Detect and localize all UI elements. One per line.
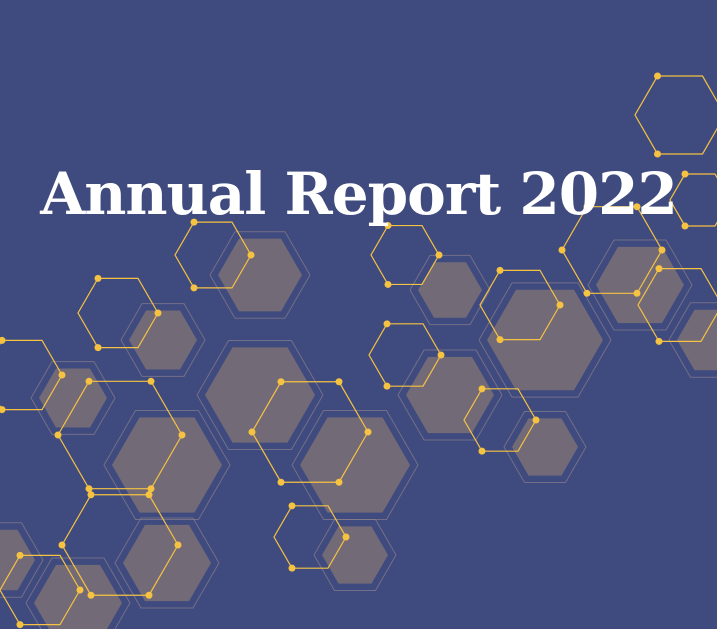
node-dot-icon <box>654 72 661 80</box>
hexagon-outline-icon <box>503 410 587 484</box>
hexagon-outline-icon <box>25 557 131 629</box>
hexagon-outline-icon <box>120 303 206 377</box>
node-dot-icon <box>87 591 95 599</box>
hexagon-line-icon <box>0 339 63 411</box>
hexagon-icon <box>677 309 717 371</box>
node-dot-icon <box>248 428 256 436</box>
hexagon-icon <box>205 347 315 443</box>
hexagon-icon <box>512 418 578 476</box>
node-dot-icon <box>85 485 93 493</box>
node-dot-icon <box>85 377 93 385</box>
hexagon-line-icon <box>368 323 442 387</box>
node-dot-icon <box>247 251 255 259</box>
node-dot-icon <box>288 564 296 572</box>
hexagon-line-icon <box>370 224 440 286</box>
hexagon-icon <box>596 246 684 324</box>
hexagon-line-icon <box>174 221 252 289</box>
node-dot-icon <box>583 289 591 297</box>
node-dot-icon <box>383 382 391 390</box>
node-dot-icon <box>681 222 689 230</box>
hexagon-outline-icon <box>291 409 419 521</box>
node-dot-icon <box>145 591 153 599</box>
node-dot-icon <box>16 551 24 559</box>
hexagon-line-icon <box>669 173 717 227</box>
node-dot-icon <box>658 246 666 254</box>
node-dot-icon <box>174 541 182 549</box>
hexagon-line-icon <box>273 505 347 569</box>
hexagon-outline-icon <box>587 239 693 331</box>
node-dot-icon <box>342 533 350 541</box>
hexagon-line-icon <box>77 277 159 349</box>
node-dot-icon <box>556 301 564 309</box>
hexagon-line-icon <box>634 75 717 155</box>
node-dot-icon <box>335 478 343 486</box>
node-dot-icon <box>178 431 186 439</box>
node-dot-icon <box>147 485 155 493</box>
hexagon-icon <box>487 289 603 391</box>
node-dot-icon <box>655 265 663 273</box>
hexagon-icon <box>406 356 494 434</box>
node-dot-icon <box>496 336 504 344</box>
node-dot-icon <box>383 320 391 328</box>
node-dot-icon <box>54 431 62 439</box>
hexagon-icon <box>34 564 122 629</box>
hexagon-icon <box>418 262 482 318</box>
node-dot-icon <box>633 203 641 211</box>
hexagon-line-icon <box>0 554 81 626</box>
node-dot-icon <box>437 351 445 359</box>
hexagon-outline-icon <box>409 254 491 326</box>
node-dot-icon <box>384 280 392 288</box>
node-dot-icon <box>58 371 66 379</box>
hexagon-outline-icon <box>209 231 311 319</box>
node-dot-icon <box>496 266 504 274</box>
hexagon-outline-icon <box>196 339 324 451</box>
node-dot-icon <box>277 378 285 386</box>
hexagon-outline-icon <box>0 522 44 598</box>
node-dot-icon <box>681 170 689 178</box>
node-dot-icon <box>87 491 95 499</box>
hexagon-line-icon <box>479 269 561 341</box>
node-dot-icon <box>16 621 24 629</box>
node-dot-icon <box>154 309 162 317</box>
hexagon-icon <box>218 238 302 312</box>
node-dot-icon <box>384 222 392 230</box>
node-dot-icon <box>655 337 663 345</box>
node-dot-icon <box>145 491 153 499</box>
node-dot-icon <box>654 150 661 158</box>
node-dot-icon <box>583 203 591 211</box>
node-dot-icon <box>147 377 155 385</box>
node-dot-icon <box>335 378 343 386</box>
hexagon-outline-icon <box>668 302 717 378</box>
node-dot-icon <box>94 274 102 282</box>
node-dot-icon <box>435 251 443 259</box>
node-dot-icon <box>190 284 198 292</box>
node-dot-icon <box>532 416 540 424</box>
node-dot-icon <box>277 478 285 486</box>
node-dot-icon <box>58 541 66 549</box>
hexagon-outline-icon <box>478 282 612 398</box>
hexagon-outline-icon <box>103 409 231 521</box>
page-title: Annual Report 2022 <box>40 160 678 228</box>
hexagon-outline-icon <box>30 361 116 435</box>
hexagon-outline-icon <box>313 518 397 592</box>
node-dot-icon <box>633 289 641 297</box>
hexagon-line-icon <box>463 388 537 452</box>
node-dot-icon <box>76 586 84 594</box>
node-dot-icon <box>288 502 296 510</box>
hexagon-outline-icon <box>114 517 220 609</box>
node-dot-icon <box>478 447 486 455</box>
hexagon-icon <box>300 417 410 513</box>
node-dot-icon <box>0 406 6 414</box>
hexagon-icon <box>322 526 388 584</box>
node-dot-icon <box>558 246 566 254</box>
node-dot-icon <box>0 336 6 344</box>
node-dot-icon <box>190 218 198 226</box>
hexagon-icon <box>129 310 197 370</box>
hexagon-icon <box>112 417 222 513</box>
node-dot-icon <box>94 344 102 352</box>
node-dot-icon <box>478 385 486 393</box>
hexagon-line-icon <box>637 268 717 342</box>
node-dot-icon <box>364 428 372 436</box>
